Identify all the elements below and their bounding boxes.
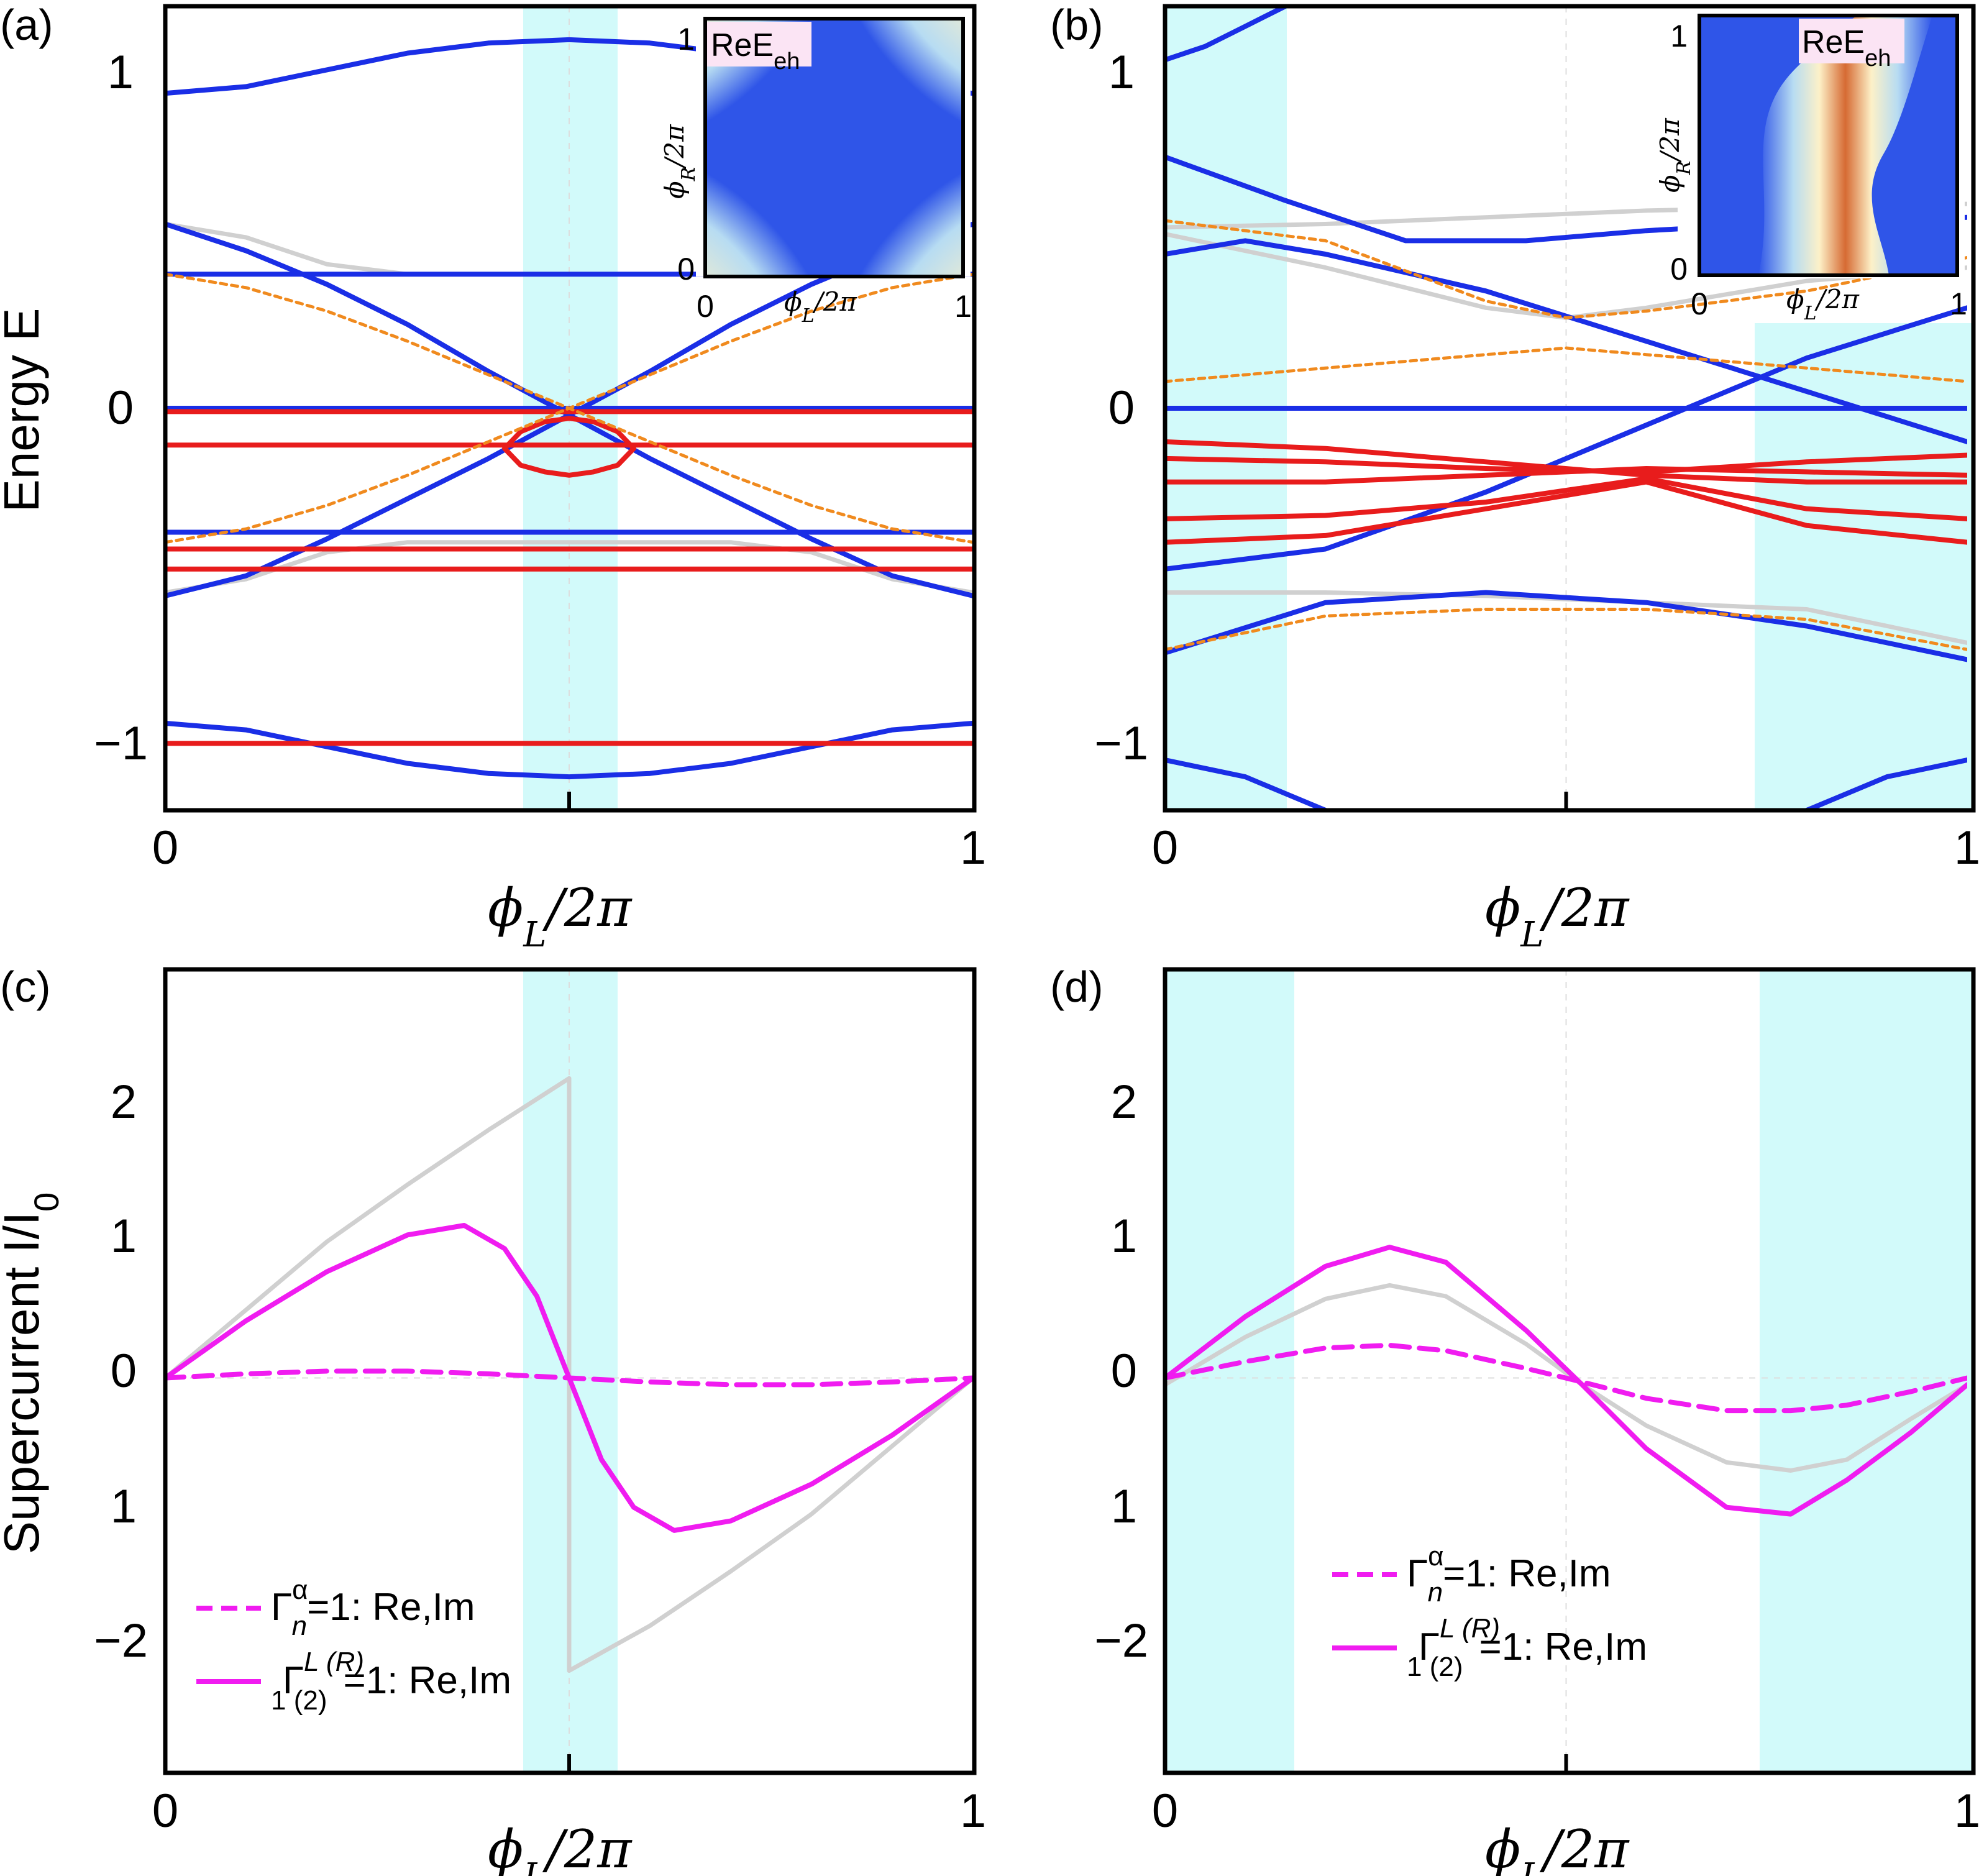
panel-c-xlabel: ϕL/2π: [488, 1819, 633, 1876]
panel-a-label: (a): [0, 1, 53, 49]
panel-b-series-blue-9: [1165, 757, 1328, 810]
panel-c-legend: Γα n=1: Re,Im ΓL (R) 1 (2) =1: Re,Im: [196, 1575, 511, 1716]
panel-c-xtick-0: 0: [152, 1785, 178, 1837]
panel-b-inset-ytick-0: 0: [1670, 252, 1688, 286]
panel-b-ytick-1: 1: [1108, 46, 1135, 99]
panel-b-inset: ReEeh 1 0 0 1 ϕL/2π ϕR/2π: [1655, 11, 1967, 324]
panel-b-series-red-13: [1165, 466, 1967, 485]
panel-a-ylabel: Energy E: [0, 308, 49, 512]
panel-c-xtick-1: 1: [960, 1785, 986, 1837]
panel-b-series-blue-4: [1165, 238, 1967, 444]
panel-b-inset-xtick-0: 0: [1691, 286, 1708, 321]
panel-b-inset-ylabel: ϕR/2π: [1655, 117, 1695, 193]
panel-c-frame: [163, 967, 977, 1775]
panel-b-series-orange-16: [1165, 219, 1967, 319]
panel-d-label: (d): [1050, 963, 1104, 1011]
panel-b-shade-right: [1755, 323, 1973, 810]
panel-a-ytick-1: 1: [107, 46, 134, 99]
panel-b-series-red-14: [1165, 476, 1967, 521]
panel-a-inset-ylabel: ϕR/2π: [659, 124, 700, 199]
panel-c: (c) 2 1 0 1 −2 0 1 ϕL/2π Supercurrent I/…: [0, 963, 986, 1876]
panel-b-series-blue-7: [1165, 305, 1967, 572]
panel-b-series-orange-17: [1165, 346, 1967, 383]
panel-a-xlabel: ϕL/2π: [488, 877, 633, 955]
panel-c-label: (c): [0, 963, 51, 1011]
panel-a-inset-xtick-0: 0: [697, 289, 714, 324]
panel-d-legend: Γα n=1: Re,Im ΓL (R) 1 (2) =1: Re,Im: [1332, 1541, 1647, 1682]
panel-b-ytick-neg1: −1: [1094, 717, 1148, 770]
panel-d-ytick-1: 1: [1111, 1210, 1137, 1263]
panel-a-ytick-0: 0: [107, 382, 134, 434]
panel-b-label: (b): [1050, 1, 1104, 49]
panel-d-legend-dashed-label: Γα n=1: Re,Im: [1407, 1541, 1611, 1608]
panel-d-ytick-neg2: −2: [1094, 1614, 1148, 1667]
panel-d-xlabel: ϕL/2π: [1485, 1819, 1630, 1876]
panel-d-series-magenta-2: [1165, 1245, 1967, 1517]
panel-d-frame: [1163, 967, 1976, 1775]
panel-a-inset-ytick-0: 0: [677, 252, 695, 286]
panel-c-ytick-neg1: 1: [111, 1480, 137, 1533]
panel-d-xtick-1: 1: [1954, 1785, 1979, 1837]
panel-c-ytick-2: 2: [111, 1076, 137, 1128]
panel-a-ytick-neg1: −1: [94, 717, 148, 770]
panel-b-xtick-0: 0: [1152, 821, 1178, 874]
panel-d-ytick-0: 0: [1111, 1345, 1137, 1398]
panel-c-legend-solid-label: ΓL (R) 1 (2) =1: Re,Im: [271, 1647, 511, 1716]
panel-a-inset-xlabel: ϕL/2π: [784, 286, 857, 327]
panel-b: (b) 1 0 −1 0 1 ϕL/2π ReEeh 1 0 0 1: [1050, 1, 1979, 955]
panel-c-series-group: [165, 969, 973, 1773]
panel-b-series-group: [1165, 6, 1967, 810]
panel-c-series-magenta-2: [165, 1223, 973, 1533]
panel-a: (a) 1 0 −1 0 1 ϕL/2π Energy E ReEeh: [0, 1, 986, 955]
panel-a-series-orange-16: [165, 272, 973, 544]
panel-c-plot: [165, 969, 973, 1773]
panel-d-plot: [1165, 969, 1967, 1773]
panel-c-ytick-neg2: −2: [94, 1614, 148, 1667]
panel-b-series-blue-10: [1804, 757, 1967, 810]
panel-c-legend-dashed-label: Γα n=1: Re,Im: [271, 1575, 475, 1641]
panel-a-frame: [163, 4, 977, 813]
panel-c-ytick-1: 1: [111, 1210, 137, 1263]
panel-b-frame: [1163, 4, 1976, 813]
panel-a-inset-tag: ReEeh: [711, 27, 800, 75]
panel-d-ytick-neg1: 1: [1111, 1480, 1137, 1533]
panel-a-inset-ytick-1: 1: [677, 22, 695, 57]
panel-b-plot: [1165, 6, 1967, 810]
panel-b-inset-ytick-1: 1: [1670, 19, 1688, 53]
panel-d-legend-solid-label: ΓL (R) 1 (2) =1: Re,Im: [1407, 1613, 1647, 1682]
panel-a-xtick-1: 1: [960, 821, 986, 874]
panel-d-xtick-0: 0: [1152, 1785, 1178, 1837]
panel-d-shade-right: [1760, 969, 1973, 1773]
panel-d-ytick-2: 2: [1111, 1076, 1137, 1128]
panel-c-ylabel: Supercurrent I/I0: [0, 1192, 66, 1555]
panel-a-inset: ReEeh 1 0 0 1 ϕL/2π ϕR/2π: [659, 16, 972, 327]
panel-d-series-magenta-1: [1165, 1342, 1967, 1414]
panel-d-series-group: [1165, 969, 1967, 1773]
panel-b-series-blue-8: [1165, 590, 1967, 662]
panel-a-inset-xtick-1: 1: [954, 289, 972, 324]
panel-b-inset-xlabel: ϕL/2π: [1786, 284, 1860, 324]
panel-c-ytick-0: 0: [111, 1345, 137, 1398]
panel-b-series-blue-3: [1165, 6, 1288, 63]
panel-b-ytick-0: 0: [1108, 382, 1135, 434]
panel-a-inset-tag-bg: [707, 22, 811, 66]
panel-b-inset-tag: ReEeh: [1802, 24, 1891, 71]
panel-b-xtick-1: 1: [1954, 821, 1979, 874]
panel-b-inset-tag-bg: [1799, 19, 1904, 63]
panel-a-xtick-0: 0: [152, 821, 178, 874]
panel-b-series-orange-18: [1165, 608, 1967, 651]
panel-b-inset-xtick-1: 1: [1950, 286, 1967, 321]
panel-b-series-red-15: [1165, 479, 1967, 545]
panel-d: (d) 2 1 0 1 −2 0 1 ϕL/2π Γα n=1: Re,Im ΓL…: [1050, 963, 1979, 1876]
panel-b-inset-map: [1758, 16, 1932, 275]
panel-b-xlabel: ϕL/2π: [1485, 877, 1630, 955]
panel-a-series-red-11: [502, 416, 636, 478]
